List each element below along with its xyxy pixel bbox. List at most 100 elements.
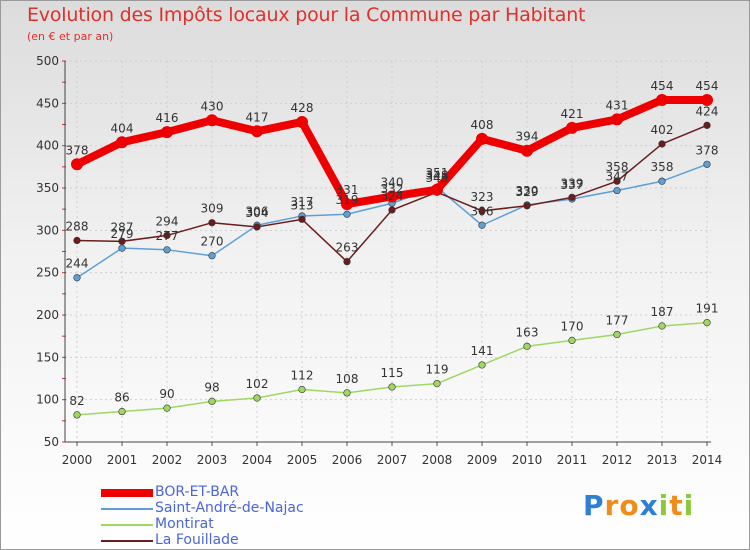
data-point — [386, 190, 398, 203]
y-tick-label: 200 — [36, 308, 59, 322]
x-tick-label: 2001 — [107, 453, 138, 467]
data-point — [296, 115, 308, 128]
data-label: 115 — [381, 366, 404, 380]
data-label: 98 — [204, 380, 219, 394]
data-point — [343, 210, 351, 218]
data-point — [161, 126, 173, 139]
legend-label: Saint-André-de-Najac — [155, 500, 304, 516]
data-point — [71, 158, 83, 171]
logo-letter: i — [658, 489, 670, 522]
data-label: 244 — [66, 257, 89, 271]
data-label: 402 — [651, 123, 674, 137]
data-label: 86 — [114, 391, 129, 405]
data-label: 324 — [381, 189, 404, 203]
data-label: 345 — [426, 171, 449, 185]
data-point — [478, 221, 486, 229]
data-label: 329 — [516, 185, 539, 199]
data-label: 340 — [381, 175, 404, 189]
data-label: 351 — [426, 166, 449, 180]
logo-letter: t — [669, 489, 684, 522]
x-tick-label: 2013 — [647, 453, 678, 467]
data-point — [521, 144, 533, 157]
data-point — [118, 407, 126, 416]
logo-letter: i — [683, 489, 695, 522]
x-tick-label: 2003 — [197, 453, 228, 467]
data-label: 102 — [246, 377, 269, 391]
data-label: 454 — [696, 79, 719, 93]
data-point — [163, 404, 171, 412]
logo-letter: r — [604, 489, 620, 522]
data-label: 306 — [246, 204, 269, 218]
data-point — [703, 319, 711, 327]
data-point — [703, 160, 711, 168]
data-point — [568, 193, 576, 201]
data-point — [251, 125, 263, 138]
data-label: 187 — [651, 305, 674, 319]
data-point — [656, 93, 668, 106]
data-label: 82 — [69, 394, 84, 408]
chart-title: Evolution des Impôts locaux pour la Comm… — [27, 4, 586, 26]
data-point — [568, 336, 576, 345]
y-tick-label: 250 — [36, 266, 59, 280]
data-point — [433, 379, 441, 388]
data-label: 348 — [426, 169, 449, 183]
y-tick-label: 500 — [36, 54, 59, 68]
data-label: 119 — [426, 363, 449, 377]
data-label: 331 — [336, 183, 359, 197]
data-label: 428 — [291, 101, 314, 115]
x-tick-label: 2006 — [332, 453, 363, 467]
data-point — [478, 207, 486, 215]
data-label: 317 — [291, 195, 314, 209]
data-label: 330 — [516, 184, 539, 198]
x-tick-label: 2009 — [467, 453, 498, 467]
legend-swatch — [101, 489, 153, 497]
data-label: 163 — [516, 325, 539, 339]
data-label: 417 — [246, 110, 269, 124]
data-label: 313 — [291, 198, 314, 212]
data-label: 404 — [111, 121, 134, 135]
data-point — [701, 93, 713, 106]
data-point — [658, 177, 666, 185]
y-tick-label: 150 — [36, 350, 59, 364]
data-point — [388, 383, 396, 391]
data-label: 306 — [471, 204, 494, 218]
data-point — [298, 385, 306, 394]
data-point — [343, 258, 351, 266]
data-point — [613, 177, 621, 185]
data-label: 112 — [291, 369, 314, 383]
data-label: 339 — [561, 176, 584, 190]
data-label: 394 — [516, 130, 539, 144]
legend-label: La Fouillade — [155, 532, 239, 548]
data-point — [206, 114, 218, 127]
data-label: 279 — [111, 227, 134, 241]
data-point — [613, 330, 621, 339]
legend-label: BOR-ET-BAR — [155, 484, 240, 500]
data-point — [208, 397, 216, 405]
data-label: 416 — [156, 111, 179, 125]
data-point — [431, 183, 443, 196]
data-point — [566, 121, 578, 134]
x-tick-label: 2000 — [62, 453, 93, 467]
logo-letter: o — [619, 489, 640, 522]
x-tick-label: 2005 — [287, 453, 318, 467]
data-point — [118, 244, 126, 252]
data-label: 454 — [651, 79, 674, 93]
x-tick-label: 2004 — [242, 453, 273, 467]
data-label: 431 — [606, 98, 629, 112]
data-point — [253, 223, 261, 231]
data-point — [478, 361, 486, 369]
legend-swatch — [101, 524, 153, 526]
data-point — [118, 237, 126, 245]
data-point — [341, 198, 353, 211]
data-label: 263 — [336, 241, 359, 255]
data-label: 141 — [471, 344, 494, 358]
y-tick-label: 350 — [36, 181, 59, 195]
data-label: 288 — [66, 219, 89, 233]
legend-swatch — [101, 540, 153, 542]
data-point — [611, 113, 623, 126]
x-tick-label: 2008 — [422, 453, 453, 467]
data-point — [298, 215, 306, 223]
data-point — [388, 206, 396, 214]
legend-swatch — [101, 508, 153, 510]
